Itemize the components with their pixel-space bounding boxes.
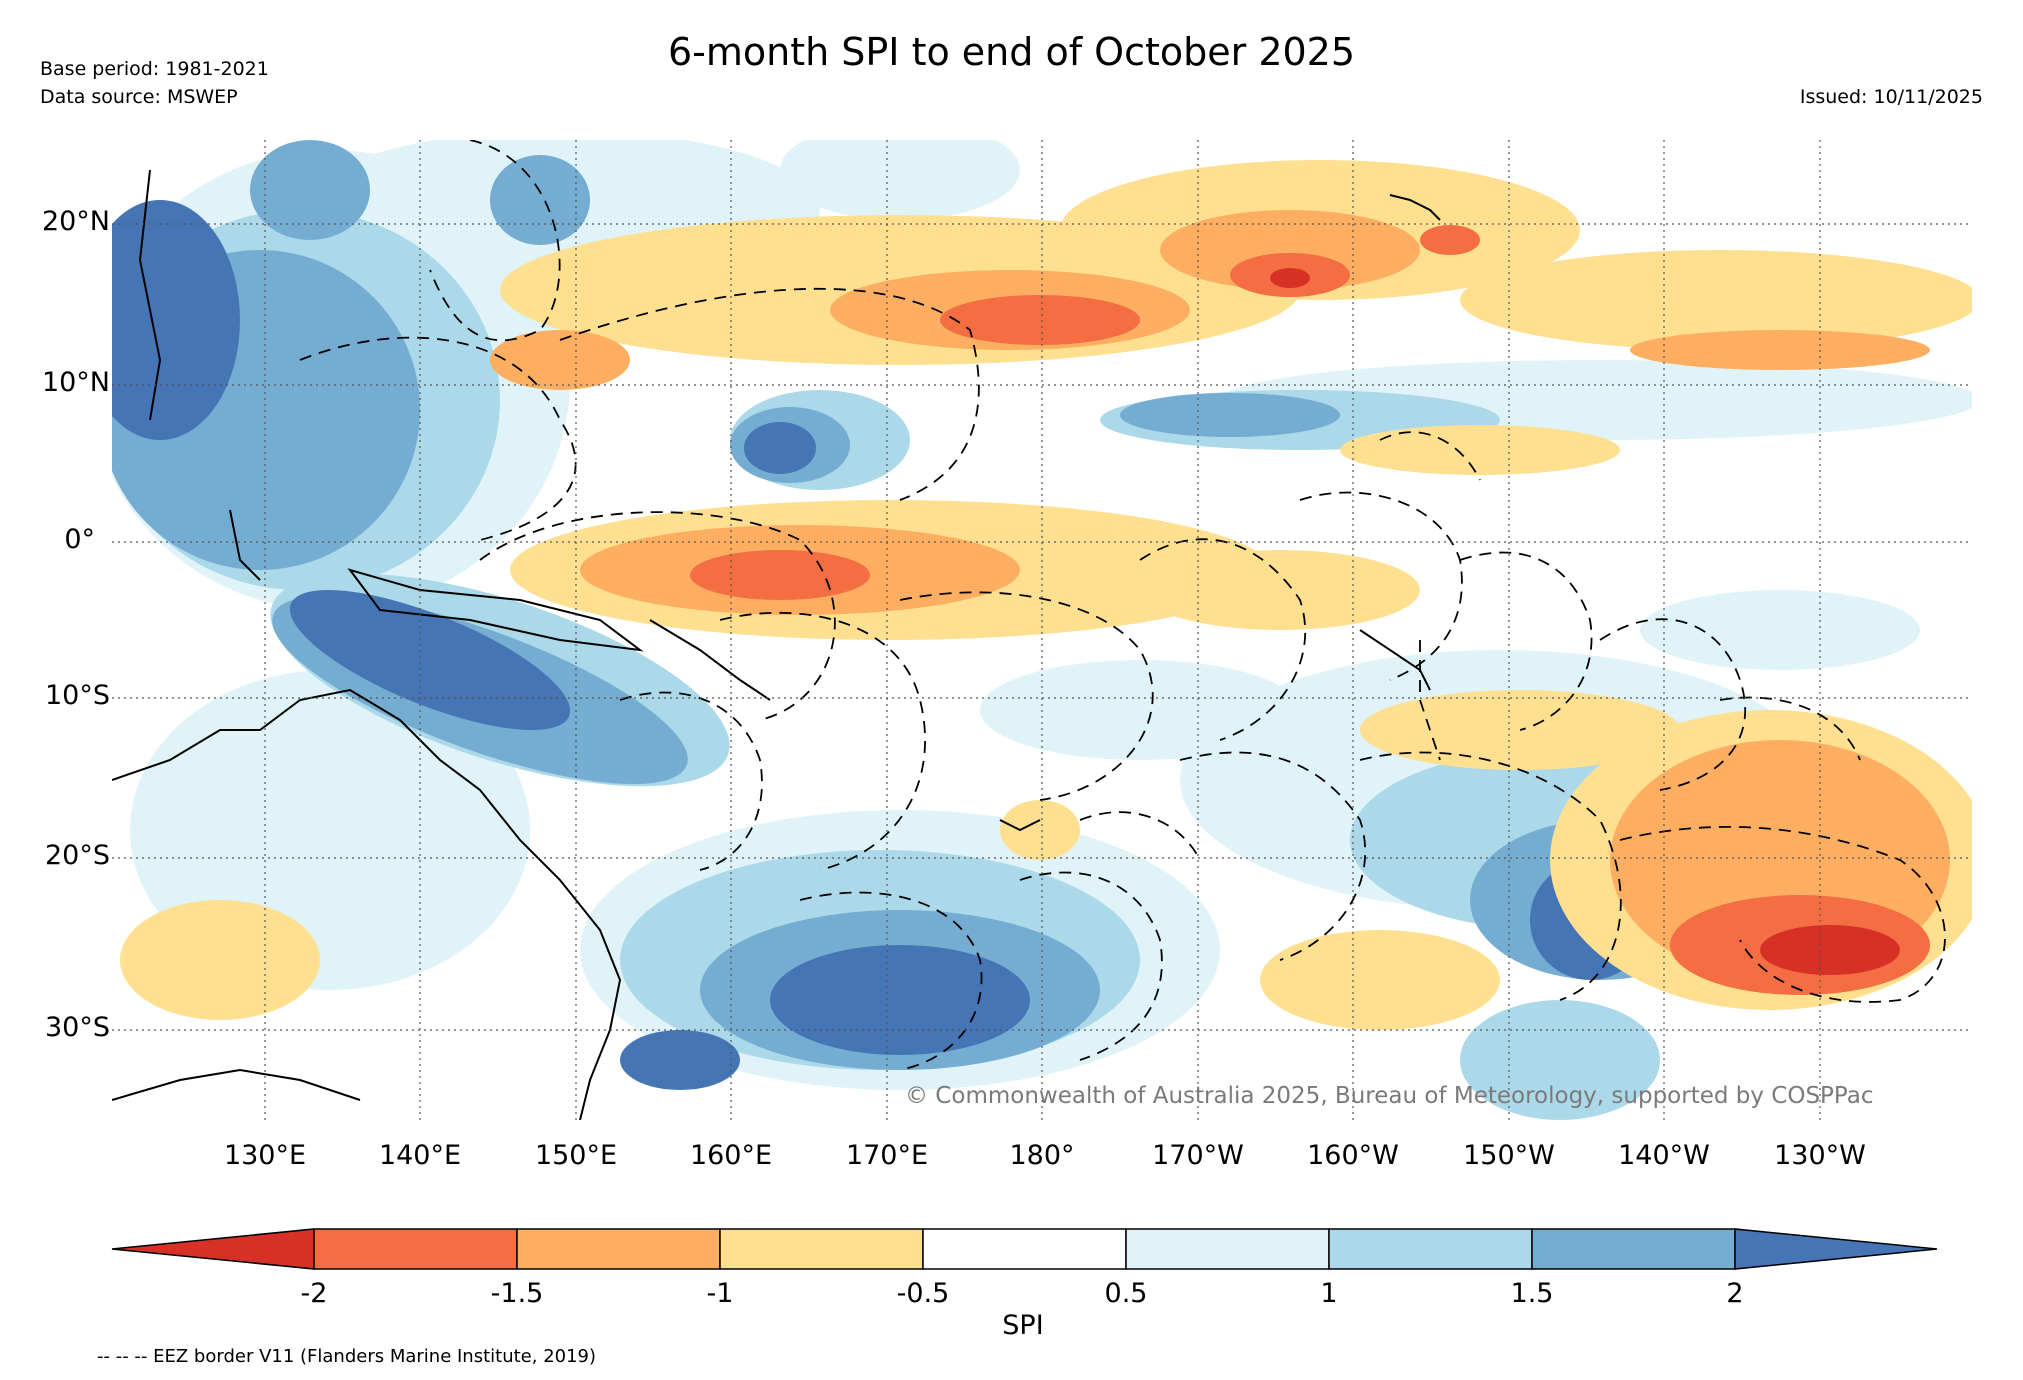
spi-dry-extreme xyxy=(1270,268,1900,975)
lat-label-20n: 20°N xyxy=(41,206,110,237)
graticule xyxy=(112,140,1972,1120)
colorbar-upper-extension xyxy=(1734,1228,1938,1270)
lon-label-140w: 140°W xyxy=(1618,1140,1710,1171)
copyright-notice: © Commonwealth of Australia 2025, Bureau… xyxy=(905,1083,1874,1109)
eez-legend-note: -- -- -- EEZ border V11 (Flanders Marine… xyxy=(97,1346,597,1367)
lon-label-170w: 170°W xyxy=(1152,1140,1244,1171)
eez-solid-segment xyxy=(1359,629,1431,691)
cb-tick-6: 1 xyxy=(1320,1278,1338,1309)
lon-label-160w: 160°W xyxy=(1307,1140,1399,1171)
colorbar-segment-4 xyxy=(922,1228,1127,1270)
cb-tick-8: 2 xyxy=(1726,1278,1744,1309)
lon-label-180: 180° xyxy=(1009,1140,1075,1171)
spi-dry-strong xyxy=(690,225,1930,995)
colorbar-segment-3 xyxy=(719,1228,924,1270)
colorbar-segment-5 xyxy=(1125,1228,1330,1270)
eez-borders xyxy=(299,140,1946,1071)
lon-label-150e: 150°E xyxy=(534,1140,618,1171)
lon-label-130w: 130°W xyxy=(1774,1140,1866,1171)
colorbar-segment-1 xyxy=(313,1228,518,1270)
lon-label-160e: 160°E xyxy=(689,1140,773,1171)
lon-label-170e: 170°E xyxy=(845,1140,929,1171)
cb-tick-3: -1 xyxy=(706,1278,734,1309)
cb-tick-7: 1.5 xyxy=(1510,1278,1554,1309)
lon-label-150w: 150°W xyxy=(1463,1140,1555,1171)
cb-tick-2: -1.5 xyxy=(490,1278,544,1309)
issued-date-label: Issued: 10/11/2025 xyxy=(1799,86,1983,108)
lon-label-130e: 130°E xyxy=(223,1140,307,1171)
colorbar-lower-extension xyxy=(111,1228,315,1270)
spi-fields xyxy=(112,140,1972,1120)
data-source-label: Data source: MSWEP xyxy=(40,86,238,108)
colorbar-segment-2 xyxy=(516,1228,721,1270)
cb-tick-1: -2 xyxy=(300,1278,328,1309)
cb-tick-5: 0.5 xyxy=(1104,1278,1148,1309)
coastlines xyxy=(112,169,1441,1120)
colorbar-segment-7 xyxy=(1531,1228,1736,1270)
cb-tick-4: -0.5 xyxy=(896,1278,950,1309)
colorbar-segment-6 xyxy=(1328,1228,1533,1270)
lat-label-10s: 10°S xyxy=(45,680,110,711)
lon-label-140e: 140°E xyxy=(378,1140,462,1171)
base-period-label: Base period: 1981-2021 xyxy=(40,58,269,80)
lat-label-20s: 20°S xyxy=(45,840,110,871)
lat-label-0: 0° xyxy=(64,524,95,555)
map-title: 6-month SPI to end of October 2025 xyxy=(667,30,1356,74)
lat-label-10n: 10°N xyxy=(41,367,110,398)
colorbar-label: SPI xyxy=(1002,1310,1044,1341)
lat-label-30s: 30°S xyxy=(45,1012,110,1043)
